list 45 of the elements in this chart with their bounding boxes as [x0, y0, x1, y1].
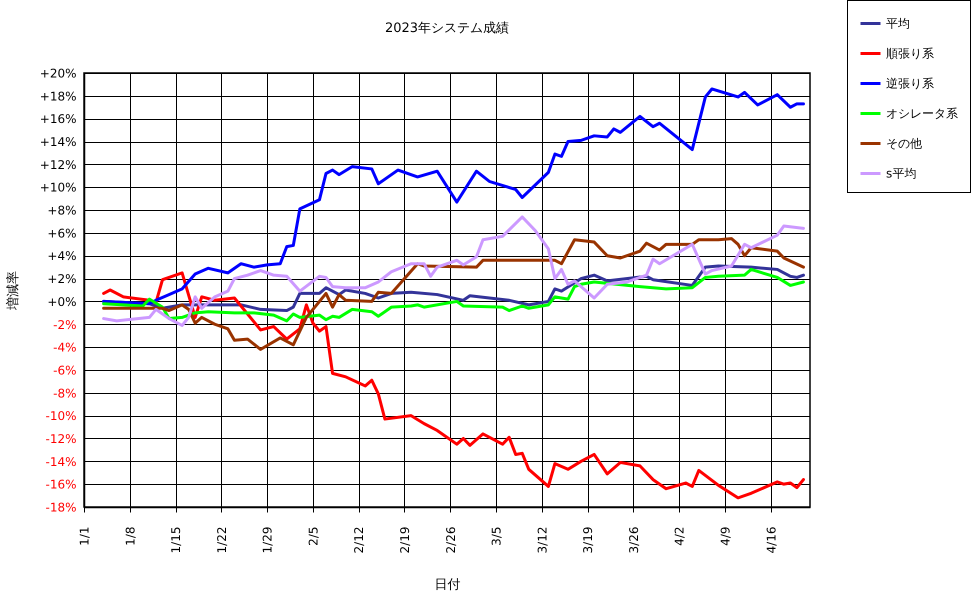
- y-tick-label: +12%: [40, 158, 76, 172]
- y-tick-label: +10%: [40, 180, 76, 195]
- legend-label: s平均: [886, 166, 916, 180]
- y-tick-label: +8%: [47, 204, 76, 218]
- x-tick-label: 1/15: [169, 526, 184, 554]
- y-tick-label: -10%: [45, 409, 76, 424]
- y-tick-label: -12%: [45, 432, 76, 446]
- y-tick-label: +6%: [47, 226, 76, 240]
- x-tick-label: 3/12: [535, 526, 550, 554]
- y-tick-label: -16%: [45, 478, 76, 492]
- y-tick-label: -14%: [45, 454, 76, 469]
- x-tick-label: 1/1: [78, 526, 92, 546]
- y-tick-label: -4%: [53, 340, 76, 355]
- legend-label: オシレータ系: [886, 106, 958, 120]
- x-tick-label: 2/19: [398, 526, 412, 554]
- y-tick-label: +16%: [40, 112, 76, 126]
- y-axis-title: 増減率: [4, 271, 21, 311]
- legend-label: 順張り系: [886, 46, 934, 60]
- chart-title: 2023年システム成績: [384, 21, 510, 36]
- y-tick-label: +0%: [47, 294, 76, 309]
- x-axis-title: 日付: [434, 577, 460, 592]
- x-tick-label: 2/12: [352, 526, 366, 554]
- legend-label: 平均: [886, 16, 910, 30]
- x-tick-label: 3/5: [490, 526, 504, 546]
- y-tick-label: +2%: [47, 272, 76, 286]
- x-tick-label: 3/26: [626, 526, 641, 554]
- y-tick-label: -2%: [53, 318, 76, 332]
- y-tick-label: +14%: [40, 135, 76, 150]
- x-tick-label: 4/9: [718, 526, 732, 546]
- x-tick-label: 4/2: [672, 526, 687, 546]
- x-tick-label: 3/19: [581, 526, 596, 554]
- x-tick-label: 2/26: [444, 526, 458, 554]
- y-tick-label: -8%: [53, 386, 76, 400]
- x-tick-label: 4/16: [764, 526, 778, 554]
- x-tick-label: 1/8: [123, 526, 138, 546]
- x-tick-label: 1/22: [214, 526, 229, 554]
- y-tick-label: +4%: [47, 249, 76, 264]
- legend-label: 逆張り系: [886, 76, 934, 90]
- x-tick-label: 1/29: [260, 526, 275, 554]
- y-tick-label: -6%: [53, 363, 76, 378]
- y-tick-label: -18%: [45, 500, 76, 514]
- x-tick-label: 2/5: [306, 526, 320, 546]
- y-tick-label: +18%: [40, 89, 76, 104]
- y-tick-label: +20%: [40, 66, 76, 80]
- legend-label: その他: [886, 136, 922, 150]
